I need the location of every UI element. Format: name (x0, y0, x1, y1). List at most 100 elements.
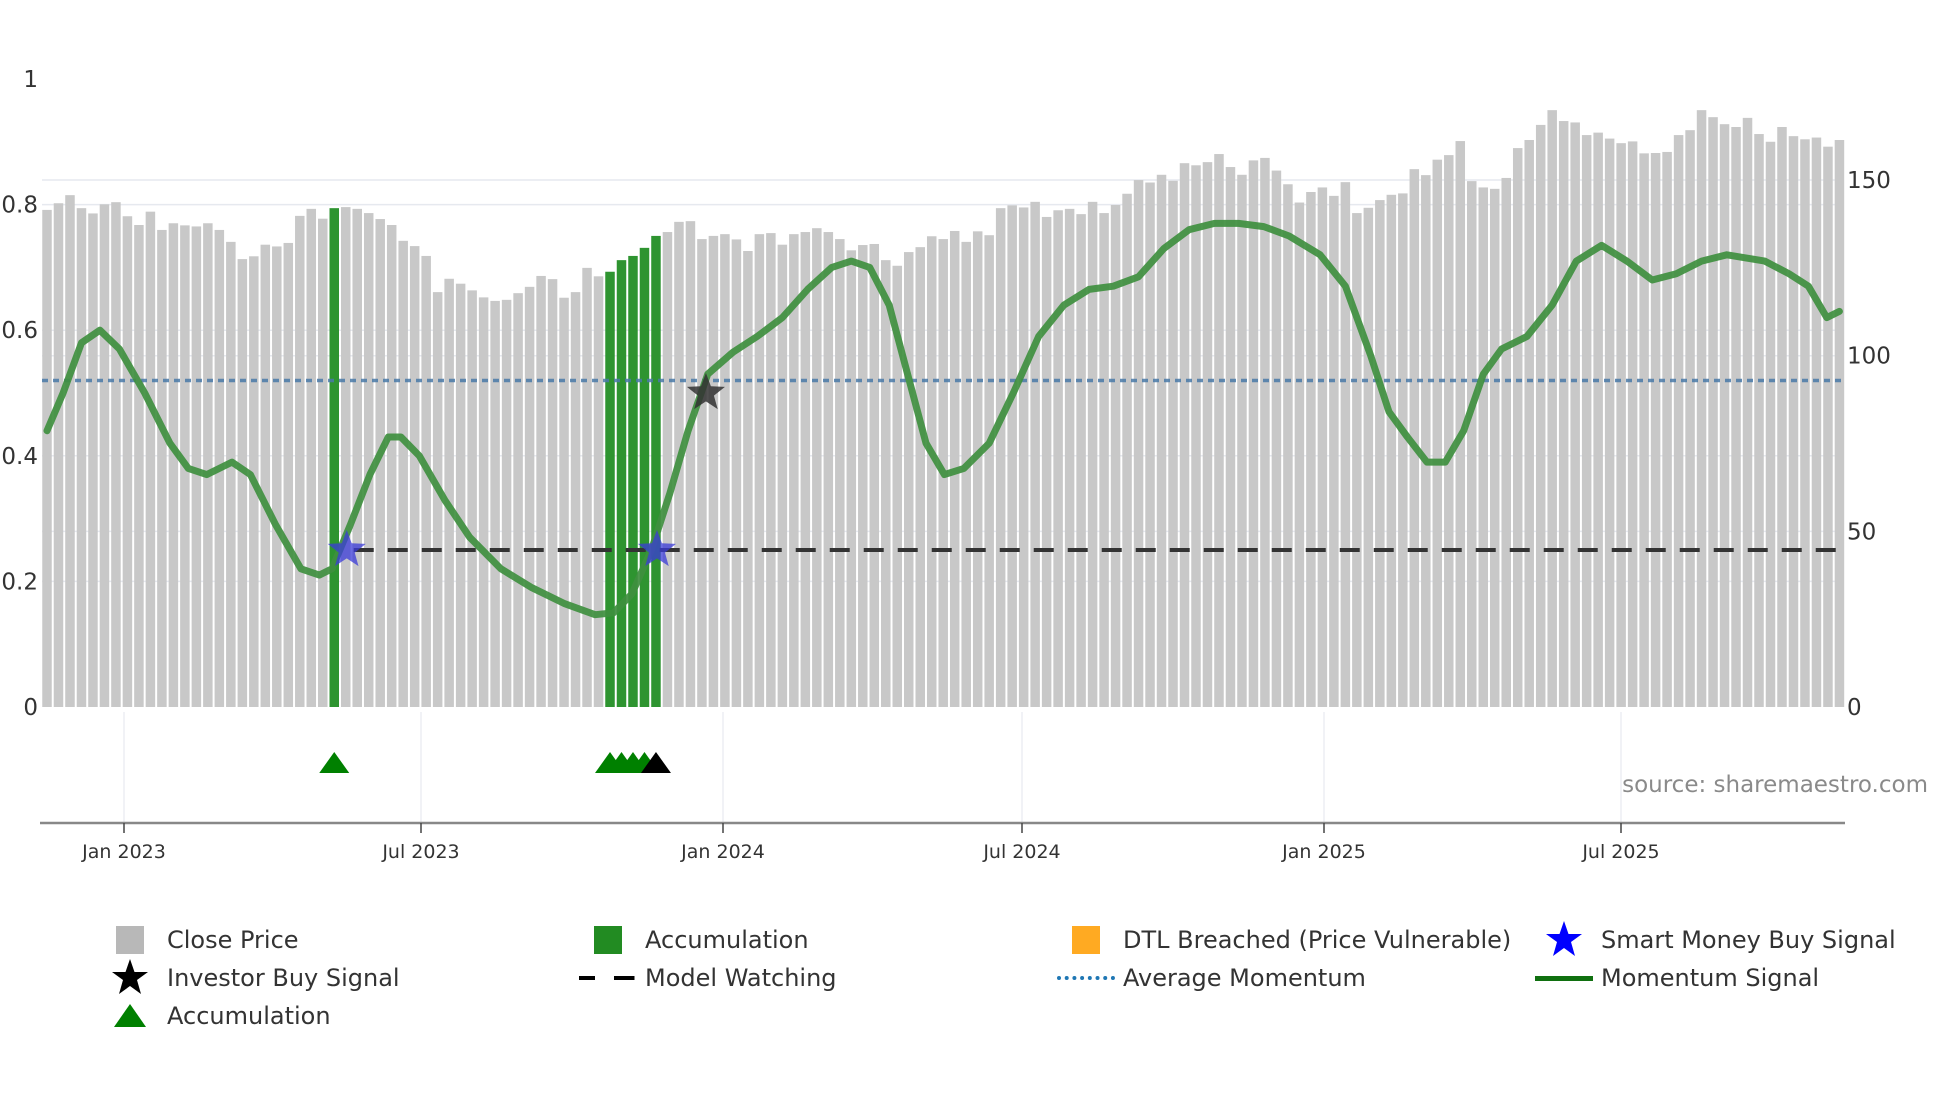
close-price-bar (1421, 175, 1431, 707)
close-price-bar (1306, 191, 1316, 707)
close-price-bar (1777, 127, 1787, 707)
close-price-bar (1409, 169, 1420, 708)
close-price-bar (800, 232, 811, 707)
close-price-bar (697, 239, 707, 707)
legend-label: Model Watching (645, 964, 837, 992)
close-price-bar (398, 240, 408, 708)
blue-star-icon (1529, 921, 1599, 957)
close-price-bar (1708, 117, 1718, 707)
close-price-bar (306, 208, 317, 707)
black-star-icon (95, 959, 165, 995)
left-axis-tick: 0.4 (1, 444, 38, 470)
close-price-bar (743, 251, 753, 707)
close-price-bar (1179, 163, 1190, 707)
close-price-bar (1788, 136, 1799, 707)
close-price-bar (1478, 187, 1488, 707)
close-price-bar (1742, 117, 1753, 708)
x-axis-tick: Jan 2023 (81, 841, 166, 863)
close-price-bar (1110, 204, 1121, 707)
close-price-bar (1558, 121, 1569, 707)
accumulation-bar (628, 255, 638, 708)
legend-item-average-momentum[interactable]: Average Momentum (1051, 961, 1366, 995)
close-price-bar (1467, 181, 1477, 708)
close-price-bar (708, 235, 719, 708)
close-price-bar (409, 246, 420, 707)
close-price-bar (1041, 216, 1052, 707)
legend-item-investor-buy[interactable]: Investor Buy Signal (95, 959, 400, 995)
accumulation-bar (605, 271, 615, 707)
right-axis-tick: 50 (1847, 519, 1876, 545)
close-price-bar (720, 234, 730, 707)
close-price-bar (1156, 174, 1167, 707)
green-line-icon (1529, 961, 1599, 995)
close-price-bar (134, 225, 144, 707)
legend: Close Price Accumulation DTL Breached (P… (0, 920, 1960, 1040)
legend-item-accumulation-bar[interactable]: Accumulation (573, 923, 809, 957)
close-price-bar (789, 234, 799, 707)
close-price-bar (754, 234, 765, 707)
close-price-bar (559, 297, 569, 707)
close-price-bar (915, 247, 925, 707)
close-price-bar (490, 300, 500, 707)
momentum-signal-line (43, 219, 1843, 619)
close-price-bar (88, 213, 98, 707)
left-axis-tick: 0.2 (1, 569, 38, 595)
close-price-bar (455, 283, 466, 707)
legend-label: Accumulation (167, 1002, 331, 1030)
close-price-bar (295, 215, 305, 707)
close-price-bar (1685, 130, 1695, 707)
close-price-bar (1823, 146, 1833, 707)
legend-label: Investor Buy Signal (167, 964, 400, 992)
legend-item-smart-money[interactable]: Smart Money Buy Signal (1529, 921, 1896, 957)
close-price-bar (111, 202, 121, 708)
close-price-bar (536, 275, 546, 707)
close-price-bar (685, 221, 696, 707)
close-price-bar (157, 229, 167, 707)
close-price-bar (1145, 182, 1155, 707)
accumulation-bar (651, 235, 661, 708)
close-price-bar (168, 223, 179, 708)
smart-money-star-icon (637, 530, 676, 567)
left-axis-tick: 0.8 (1, 193, 38, 219)
close-price-bar (272, 246, 282, 708)
close-price-bar (1053, 210, 1063, 708)
close-price-bar (444, 278, 454, 707)
legend-item-momentum-signal[interactable]: Momentum Signal (1529, 961, 1819, 995)
close-price-bar (1007, 205, 1017, 707)
legend-item-close-price[interactable]: Close Price (95, 923, 299, 957)
close-price-bar (1363, 207, 1374, 707)
legend-item-model-watching[interactable]: Model Watching (573, 961, 837, 995)
legend-label: Momentum Signal (1601, 964, 1820, 992)
close-price-bar (76, 208, 87, 708)
x-axis-tick: Jul 2025 (1581, 841, 1659, 863)
x-axis-tick: Jul 2024 (982, 841, 1060, 863)
close-price-bar (65, 195, 75, 708)
close-price-bar (1202, 162, 1213, 708)
dash-line-icon (573, 961, 643, 995)
close-price-bar (1076, 214, 1086, 707)
close-price-bar (961, 241, 971, 708)
accumulation-triangle-icon (640, 752, 671, 773)
close-price-bar (1317, 187, 1328, 707)
close-price-bar (1501, 177, 1511, 707)
close-price-bar (467, 290, 477, 707)
close-price-bar (99, 204, 110, 707)
close-price-bar (340, 207, 351, 707)
close-price-bar (226, 241, 236, 708)
source-label: source: sharemaestro.com (1622, 772, 1928, 798)
legend-item-dtl-breached[interactable]: DTL Breached (Price Vulnerable) (1051, 923, 1511, 957)
accumulation-bar (639, 247, 650, 708)
legend-item-accumulation-triangle[interactable]: Accumulation (95, 999, 331, 1033)
close-price-bar (53, 203, 64, 708)
x-axis-tick: Jan 2025 (1281, 841, 1366, 863)
right-axis-tick: 150 (1847, 168, 1891, 194)
close-price-bar (1811, 137, 1822, 707)
accumulation-triangle-icon (319, 752, 350, 773)
close-price-bar (1834, 140, 1845, 707)
close-price-bar (1018, 207, 1029, 707)
close-price-bar (478, 297, 489, 707)
accumulation-bar (329, 208, 339, 708)
legend-label: Smart Money Buy Signal (1601, 926, 1896, 954)
left-axis-tick: 0.6 (1, 318, 38, 344)
close-price-bar (869, 243, 880, 707)
